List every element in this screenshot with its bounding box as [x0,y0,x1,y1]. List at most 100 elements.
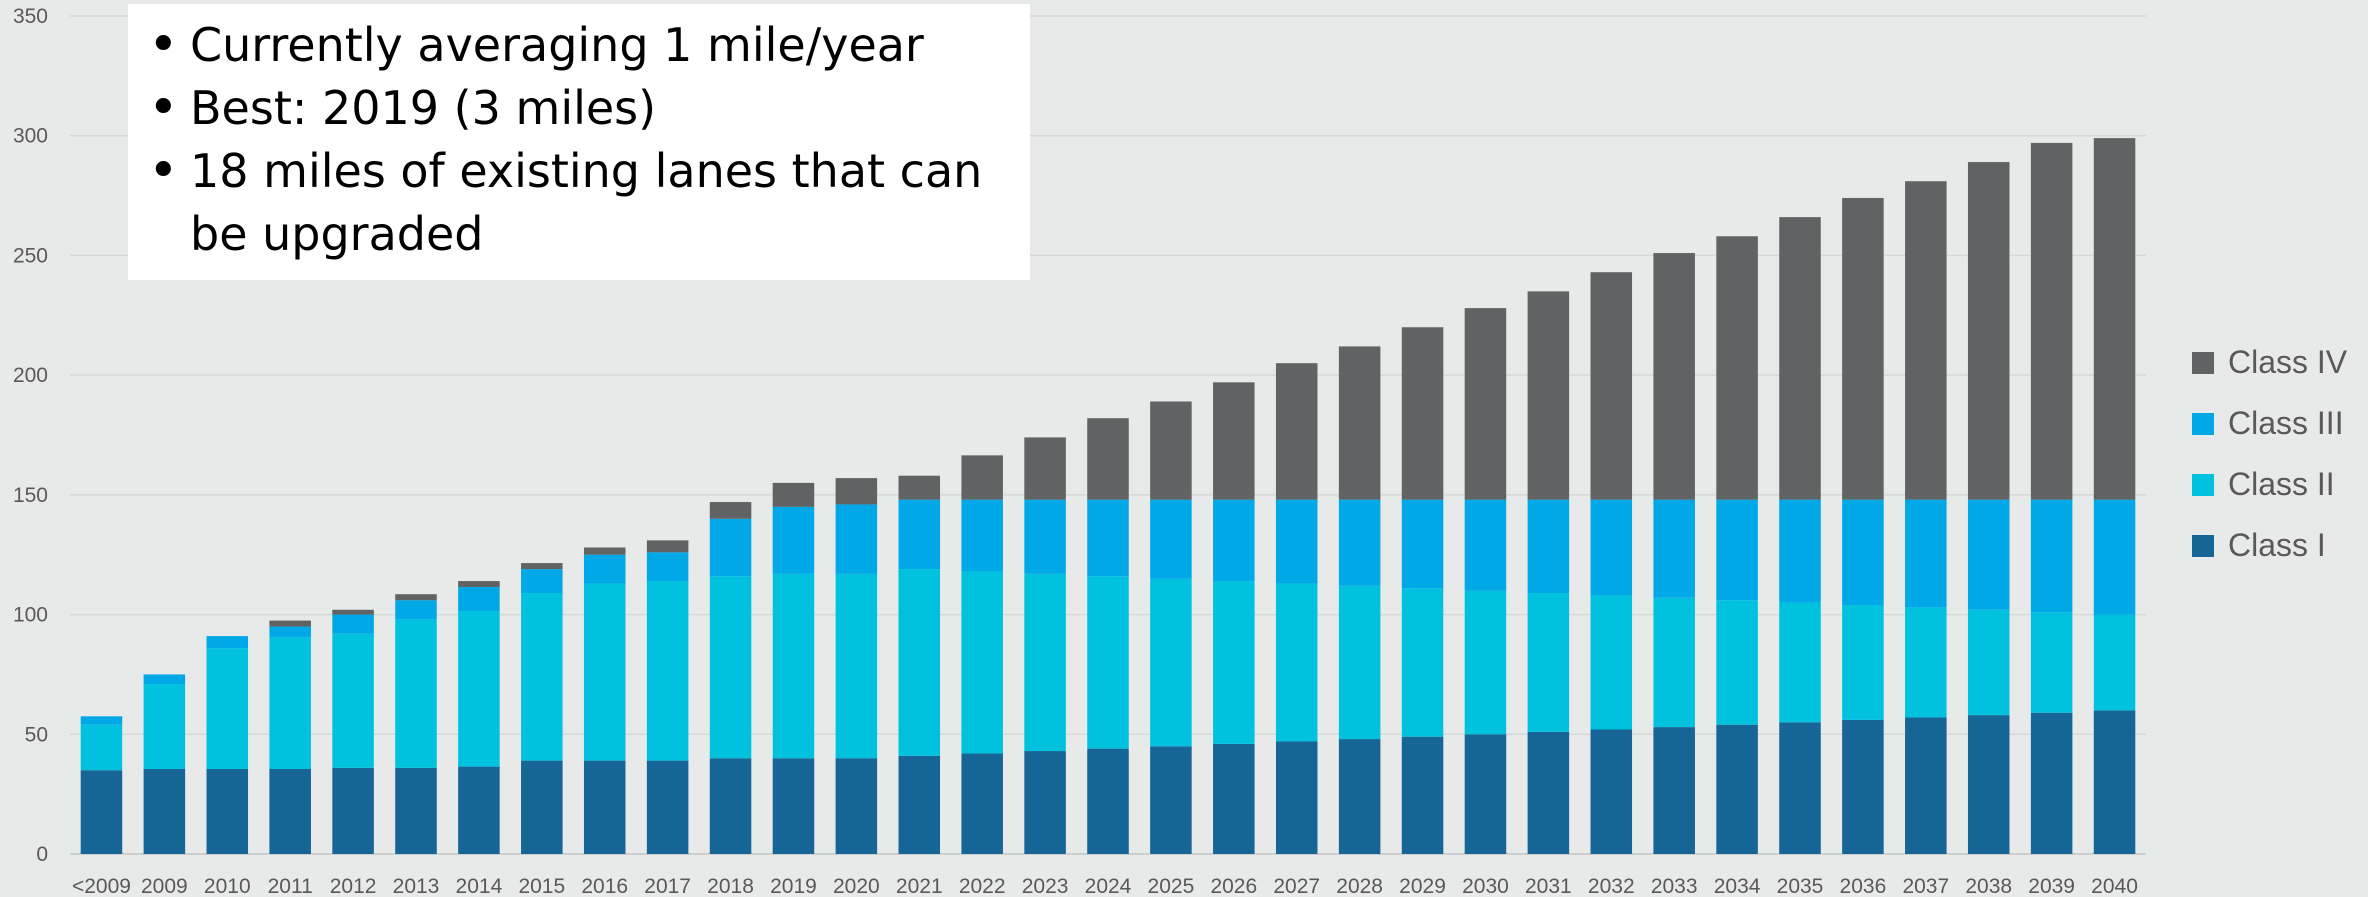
bar-segment-class-iii [1087,499,1129,577]
bar-segment-class-ii [961,571,1003,754]
x-tick-label: 2026 [1210,875,1257,897]
bar-segment-class-iii [709,518,752,577]
callout-box: Currently averaging 1 mile/year Best: 20… [128,4,1030,280]
bar-segment-class-ii [1527,593,1570,732]
bar-segment-class-iii [1842,499,1884,605]
bar-segment-class-ii [1401,588,1444,737]
bar-segment-class-i [332,767,374,854]
bar-segment-class-iv [1716,236,1758,500]
bar-segment-class-ii [1275,583,1318,742]
bar-segment-class-iii [772,506,815,574]
bar-segment-class-i [2030,712,2073,854]
callout-bullet: Best: 2019 (3 miles) [148,77,1010,140]
x-tick-label: 2025 [1148,875,1195,897]
x-tick-label: 2029 [1399,875,1446,897]
x-tick-label: 2030 [1462,875,1509,897]
x-tick-label: 2015 [518,875,565,897]
bar-segment-class-iii [206,636,249,649]
bar-segment-class-i [1590,729,1633,854]
bar-segment-class-iii [961,499,1003,572]
y-tick-label: 100 [13,604,48,627]
x-tick-label: 2036 [1840,875,1887,897]
bar-segment-class-i [143,769,186,854]
x-tick-label: 2037 [1902,875,1949,897]
bar-segment-class-iv [1527,291,1570,500]
bar-segment-class-iii [1464,499,1507,591]
x-tick-label: 2032 [1588,875,1635,897]
bar-segment-class-iii [1779,499,1821,603]
bar-segment-class-iv [1905,181,1947,500]
bar-segment-class-iv [458,581,500,588]
bar-segment-class-ii [332,633,374,768]
x-tick-label: 2038 [1965,875,2012,897]
legend-label: Class IV [2228,344,2348,380]
bar-segment-class-ii [772,573,815,759]
y-tick-label: 150 [13,484,48,507]
y-tick-label: 0 [36,843,48,866]
bar-segment-class-i [961,753,1003,854]
bar-segment-class-i [1527,731,1570,854]
bar-segment-class-i [1338,739,1381,854]
legend-item-class-ii: Class II [2192,454,2368,515]
bar-segment-class-iii [1967,499,2010,610]
legend-item-class-iii: Class III [2192,393,2368,454]
bar-segment-class-iii [332,614,374,634]
bar-segment-class-iv [1590,272,1633,500]
bar-segment-class-iii [1024,499,1066,574]
bar-segment-class-ii [206,648,249,770]
bar-segment-class-i [80,770,123,854]
bar-segment-class-i [583,760,626,854]
bar-segment-class-ii [143,684,186,770]
bar-segment-class-ii [521,593,563,761]
x-axis: <2009 2009 2010 2011 2012 2013 2014 2015 2016 201… [72,875,2138,897]
bar-segment-class-iv [395,594,437,601]
x-tick-label: 2014 [456,875,503,897]
x-tick-label: 2024 [1085,875,1132,897]
x-tick-label: 2027 [1273,875,1320,897]
x-tick-label: 2031 [1525,875,1572,897]
x-tick-label: 2023 [1022,875,1069,897]
bar-segment-class-ii [1590,595,1633,730]
x-tick-label: 2035 [1777,875,1824,897]
bar-segment-class-iv [1401,327,1444,500]
bar-segment-class-iii [1590,499,1633,596]
x-tick-label: 2019 [770,875,817,897]
bar-segment-class-iv [2093,138,2136,500]
bar-segment-class-ii [1464,590,1507,735]
bar-segment-class-i [1275,741,1318,854]
bar-segment-class-iii [898,499,941,570]
x-tick-label: 2020 [833,875,880,897]
bar-segment-class-iii [1150,499,1192,579]
y-tick-label: 350 [13,5,48,28]
y-tick-label: 200 [13,364,48,387]
bar-segment-class-i [1401,736,1444,854]
bar-segment-class-ii [1024,573,1066,752]
bar-segment-class-i [1779,722,1821,854]
bar-segment-class-iv [2030,142,2073,500]
x-tick-label: 2033 [1651,875,1698,897]
x-tick-label: 2028 [1336,875,1383,897]
bar-segment-class-iv [1338,346,1381,500]
y-tick-label: 300 [13,125,48,148]
bar-segment-class-ii [1087,576,1129,749]
legend-swatch [2192,534,2214,557]
bar-segment-class-iii [143,674,186,685]
bar-segment-class-iii [583,554,626,584]
y-tick-label: 250 [13,244,48,267]
legend-swatch [2192,473,2214,496]
bar-segment-class-iv [1653,253,1695,500]
bar-segment-class-i [709,758,752,854]
bar-segment-class-iv [646,540,689,553]
bar-segment-class-i [1087,748,1129,854]
bar-segment-class-ii [1842,604,1884,720]
bar-segment-class-iii [80,716,123,725]
bar-segment-class-i [2093,710,2136,854]
bar-segment-class-iii [269,626,311,638]
bar-segment-class-iii [1275,499,1318,584]
x-tick-label: 2010 [204,875,251,897]
bar-segment-class-i [1024,751,1066,854]
bar-segment-class-ii [395,619,437,768]
x-tick-label: 2012 [330,875,377,897]
